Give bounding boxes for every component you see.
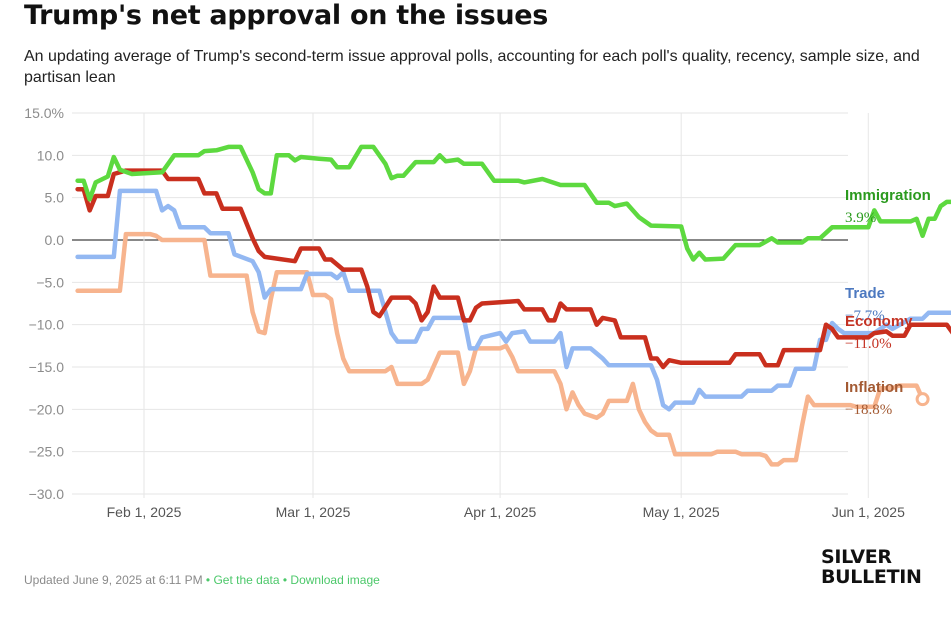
series-line-inflation bbox=[75, 231, 925, 467]
y-tick-label: −10.0 bbox=[29, 317, 65, 333]
series-value-label: −11.0% bbox=[845, 336, 892, 352]
series-name-label: Inflation bbox=[845, 379, 903, 396]
footer-separator: • bbox=[205, 573, 211, 587]
x-tick-label: Feb 1, 2025 bbox=[107, 504, 182, 520]
y-tick-label: 0.0 bbox=[45, 232, 65, 248]
silver-bulletin-logo: SILVER BULLETIN bbox=[821, 547, 922, 587]
y-tick-label: −15.0 bbox=[29, 359, 65, 375]
series-lines bbox=[75, 144, 951, 467]
axes: 15.0% 10.0 5.0 0.0 −5.0 −10.0 −15.0 −20.0 −25.0 −… bbox=[24, 105, 905, 520]
chart-subtitle: An updating average of Trump's second-te… bbox=[24, 48, 920, 86]
end-marker-inflation bbox=[915, 392, 930, 407]
series-labels: Immigration 3.9% Trade −7.7%Economy −11.0% In… bbox=[845, 187, 931, 418]
y-tick-label: 10.0 bbox=[37, 147, 64, 163]
x-tick-label: May 1, 2025 bbox=[643, 504, 720, 520]
chart-title: Trump's net approval on the issues bbox=[24, 0, 549, 31]
series-value-label: 3.9% bbox=[845, 210, 876, 226]
series-value-label: −7.7% bbox=[845, 308, 885, 324]
x-tick-label: Apr 1, 2025 bbox=[464, 504, 537, 520]
y-tick-label: 15.0% bbox=[24, 105, 64, 121]
series-line-trade bbox=[75, 188, 951, 412]
y-tick-label: −25.0 bbox=[29, 444, 65, 460]
series-name-label: Economy bbox=[845, 313, 913, 330]
gridlines bbox=[72, 112, 869, 498]
y-tick-label: −30.0 bbox=[29, 486, 65, 502]
x-tick-label: Mar 1, 2025 bbox=[276, 504, 351, 520]
logo-line-2: BULLETIN bbox=[821, 566, 922, 588]
updated-timestamp: Updated June 9, 2025 at 6:11 PM bbox=[24, 573, 203, 587]
series-line-immigration bbox=[75, 144, 951, 262]
download-image-link[interactable]: Download image bbox=[290, 573, 380, 587]
logo-line-1: SILVER bbox=[821, 546, 892, 568]
series-name-label: Trade bbox=[845, 285, 885, 302]
y-tick-label: 5.0 bbox=[45, 190, 65, 206]
series-value-label: −18.8% bbox=[845, 402, 892, 418]
get-data-link[interactable]: Get the data bbox=[213, 573, 280, 587]
y-tick-label: −20.0 bbox=[29, 401, 65, 417]
footer-separator: • bbox=[282, 573, 288, 587]
footer: Updated June 9, 2025 at 6:11 PM • Get th… bbox=[24, 573, 380, 587]
series-name-label: Immigration bbox=[845, 187, 931, 204]
series-line-economy bbox=[75, 168, 951, 370]
x-tick-label: Jun 1, 2025 bbox=[832, 504, 905, 520]
y-tick-label: −5.0 bbox=[36, 274, 64, 290]
